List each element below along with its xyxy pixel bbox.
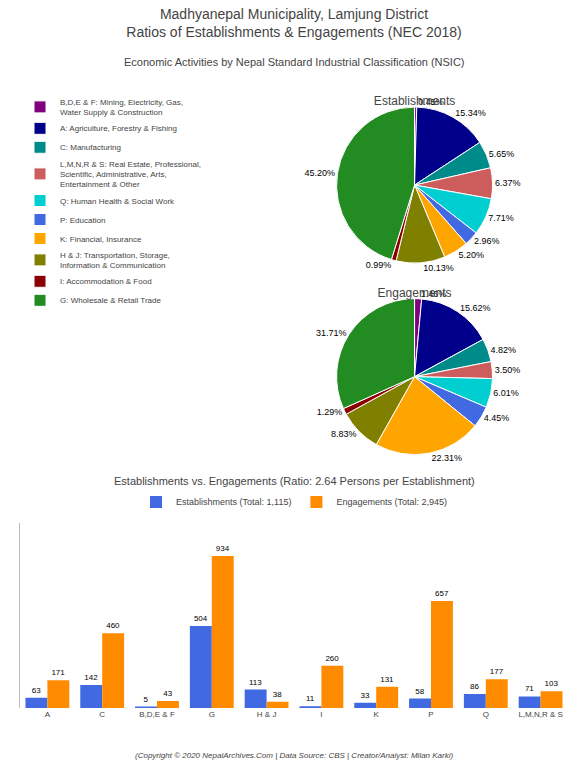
svg-text:45.20%: 45.20% — [304, 168, 335, 178]
svg-text:657: 657 — [435, 589, 449, 598]
svg-text:H & J: H & J — [257, 710, 277, 719]
svg-text:1.29%: 1.29% — [317, 407, 343, 417]
svg-text:15.62%: 15.62% — [460, 303, 491, 313]
svg-text:31.71%: 31.71% — [316, 328, 347, 338]
svg-text:5: 5 — [144, 695, 149, 704]
svg-text:177: 177 — [490, 667, 504, 676]
svg-text:103: 103 — [545, 679, 559, 688]
svg-text:934: 934 — [216, 544, 230, 553]
svg-text:A: A — [45, 710, 51, 719]
svg-text:33: 33 — [361, 691, 370, 700]
svg-text:142: 142 — [84, 673, 98, 682]
svg-text:5.20%: 5.20% — [459, 250, 485, 260]
svg-text:7.71%: 7.71% — [488, 213, 514, 223]
svg-text:Establishments: Establishments — [374, 94, 455, 108]
svg-text:C: C — [99, 710, 105, 719]
svg-text:260: 260 — [325, 654, 339, 663]
svg-text:4.45%: 4.45% — [484, 413, 510, 423]
svg-text:B,D,E & F: B,D,E & F — [139, 710, 175, 719]
svg-text:0.45%: 0.45% — [418, 97, 444, 107]
svg-text:Madhyanepal Municipality, Lamj: Madhyanepal Municipality, Lamjung Distri… — [126, 6, 461, 40]
svg-text:3.50%: 3.50% — [495, 365, 521, 375]
svg-text:58: 58 — [415, 687, 424, 696]
svg-text:H & J: Transportation, Storage: H & J: Transportation, Storage,Informati… — [60, 251, 170, 270]
svg-text:(Copyright © 2020 NepalArchive: (Copyright © 2020 NepalArchives.Com | Da… — [135, 751, 454, 760]
svg-text:C: Manufacturing: C: Manufacturing — [60, 143, 121, 152]
svg-text:Establishments (Total: 1,115): Establishments (Total: 1,115) — [176, 497, 291, 507]
svg-text:Establishments vs. Engagements: Establishments vs. Engagements (Ratio: 2… — [114, 475, 475, 487]
svg-text:63: 63 — [32, 686, 41, 695]
svg-text:A: Agriculture, Forestry & Fis: A: Agriculture, Forestry & Fishing — [60, 124, 177, 133]
svg-text:4.82%: 4.82% — [490, 345, 516, 355]
svg-text:43: 43 — [163, 689, 172, 698]
svg-text:38: 38 — [273, 690, 282, 699]
svg-text:P: P — [428, 710, 433, 719]
svg-text:K: K — [374, 710, 380, 719]
svg-text:1.46%: 1.46% — [421, 289, 447, 299]
svg-text:22.31%: 22.31% — [432, 453, 463, 463]
svg-text:2.96%: 2.96% — [474, 236, 500, 246]
svg-text:B,D,E & F: Mining, Electricity: B,D,E & F: Mining, Electricity, Gas,Wate… — [60, 98, 183, 117]
svg-text:G: G — [209, 710, 215, 719]
svg-text:Q: Q — [483, 710, 489, 719]
svg-text:L,M,N,R & S: Real Estate, Prof: L,M,N,R & S: Real Estate, Professional,S… — [60, 160, 201, 190]
svg-text:71: 71 — [525, 684, 534, 693]
svg-text:0.99%: 0.99% — [366, 260, 392, 270]
svg-text:171: 171 — [51, 668, 65, 677]
svg-text:6.01%: 6.01% — [493, 388, 519, 398]
svg-text:L,M,N,R & S: L,M,N,R & S — [518, 710, 562, 719]
svg-text:11: 11 — [306, 694, 315, 703]
svg-text:8.83%: 8.83% — [331, 429, 357, 439]
svg-text:460: 460 — [106, 621, 120, 630]
svg-text:113: 113 — [249, 678, 262, 687]
svg-text:Engagements: Engagements — [378, 286, 452, 300]
svg-text:6.37%: 6.37% — [495, 178, 521, 188]
svg-text:504: 504 — [194, 614, 208, 623]
svg-text:K: Financial, Insurance: K: Financial, Insurance — [60, 235, 142, 244]
svg-text:131: 131 — [380, 675, 394, 684]
svg-text:Q: Human Health & Social Work: Q: Human Health & Social Work — [60, 197, 175, 206]
svg-text:G: Wholesale & Retail Trade: G: Wholesale & Retail Trade — [60, 296, 161, 305]
svg-text:15.34%: 15.34% — [455, 108, 486, 118]
svg-text:5.65%: 5.65% — [489, 149, 515, 159]
svg-text:Economic Activities by Nepal S: Economic Activities by Nepal Standard In… — [124, 56, 465, 68]
svg-text:Engagements (Total: 2,945): Engagements (Total: 2,945) — [336, 497, 447, 507]
svg-text:I: I — [320, 710, 322, 719]
svg-text:I: Accommodation & Food: I: Accommodation & Food — [60, 277, 152, 286]
svg-text:P: Education: P: Education — [60, 216, 105, 225]
svg-text:10.13%: 10.13% — [423, 263, 454, 273]
svg-text:86: 86 — [470, 682, 479, 691]
